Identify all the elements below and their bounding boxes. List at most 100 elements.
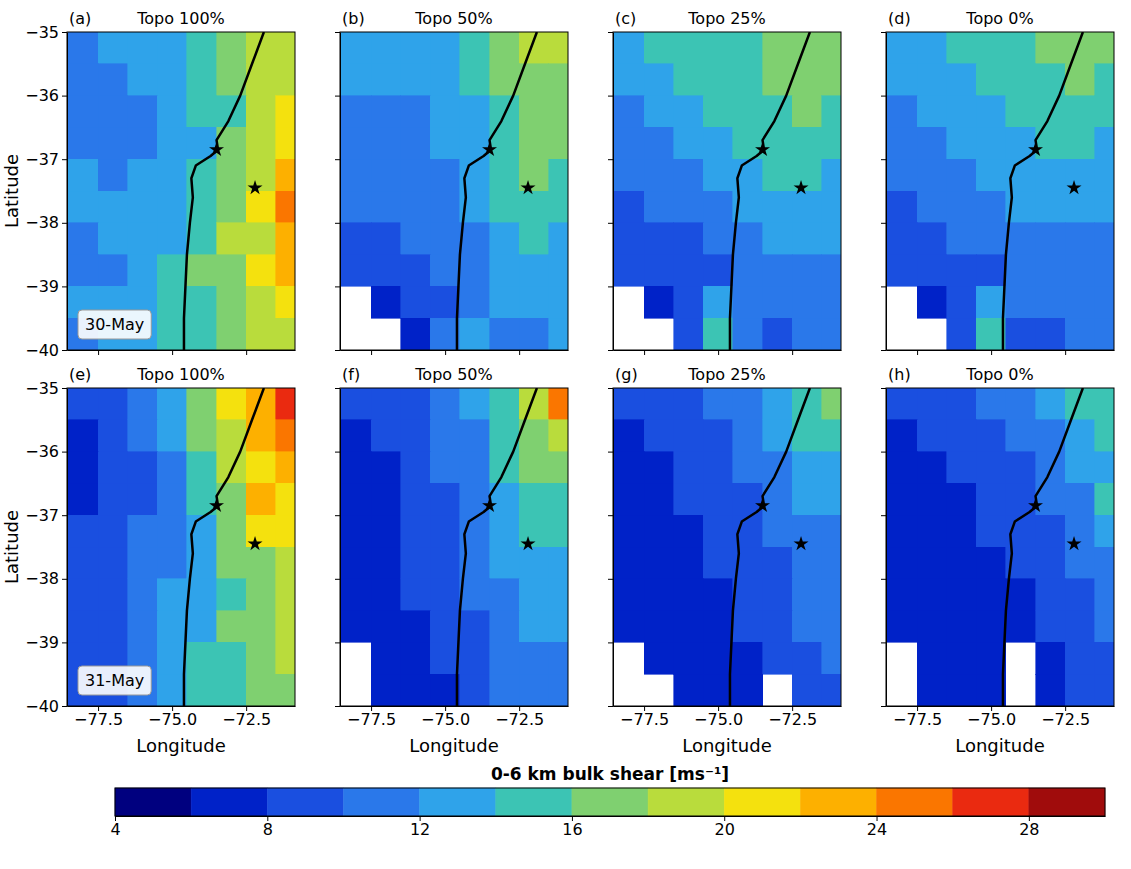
- axis-domain: [613, 389, 614, 707]
- cell: [98, 127, 128, 159]
- y-tick-label: −35: [25, 23, 59, 42]
- y-tick: [335, 642, 340, 643]
- cell: [490, 547, 520, 579]
- cell: [917, 642, 947, 674]
- cell: [490, 318, 520, 350]
- colorbar-bin: [420, 788, 496, 816]
- cell: [614, 191, 644, 223]
- cell: [371, 64, 401, 96]
- x-axis: −77.5−75.0−72.5: [887, 706, 1115, 729]
- y-tick: [608, 32, 613, 33]
- cell: [822, 64, 841, 96]
- plot-area: [614, 388, 841, 706]
- cell: [246, 674, 276, 706]
- cell: [674, 64, 704, 96]
- cell: [1036, 255, 1066, 287]
- y-tick-mark: [608, 515, 613, 516]
- y-tick: [335, 452, 340, 453]
- cell: [674, 127, 704, 159]
- axis-domain: [886, 389, 887, 707]
- cell: [246, 642, 276, 674]
- cell: [792, 286, 822, 318]
- cell: [917, 191, 947, 223]
- cell: [401, 159, 431, 191]
- cell: [460, 420, 490, 452]
- cell: [98, 420, 128, 452]
- cell: [614, 452, 644, 484]
- x-tick-mark: [98, 350, 99, 355]
- y-tick: [608, 350, 613, 351]
- cell: [976, 255, 1006, 287]
- panel: (c)Topo 25%: [608, 9, 851, 355]
- cell: [68, 255, 98, 287]
- cell: [128, 127, 158, 159]
- cell: [430, 223, 460, 255]
- cell: [217, 452, 247, 484]
- cell: [401, 286, 431, 318]
- cell: [401, 32, 431, 64]
- cell: [549, 64, 568, 96]
- cell: [763, 32, 793, 64]
- cell: [187, 96, 217, 128]
- x-tick: −72.5: [768, 706, 817, 729]
- x-tick: −72.5: [222, 706, 271, 729]
- cell: [644, 483, 674, 515]
- cell: [674, 318, 704, 350]
- date-box: 30-May: [78, 310, 151, 339]
- y-tick: [881, 350, 886, 351]
- y-tick-mark: [62, 223, 67, 224]
- cell: [157, 388, 187, 420]
- cell: [460, 286, 490, 318]
- y-axis-title: Latitude: [1, 154, 22, 228]
- cell: [490, 223, 520, 255]
- cell: [976, 286, 1006, 318]
- cell: [1095, 64, 1114, 96]
- site-marker: [521, 536, 536, 550]
- cell: [490, 255, 520, 287]
- cell: [276, 127, 295, 159]
- cell: [246, 191, 276, 223]
- x-tick: [718, 350, 719, 355]
- cell: [976, 579, 1006, 611]
- cell: [187, 579, 217, 611]
- cell: [157, 64, 187, 96]
- colorbar-tick-label: 12: [410, 820, 430, 839]
- x-tick: −75.0: [421, 706, 470, 729]
- cell: [430, 483, 460, 515]
- y-tick: [881, 452, 886, 453]
- cell: [976, 420, 1006, 452]
- cell: [947, 159, 977, 191]
- cell: [887, 515, 917, 547]
- cell: [1095, 420, 1114, 452]
- panel-letter: (g): [615, 365, 638, 384]
- cell: [792, 96, 822, 128]
- cell: [246, 579, 276, 611]
- y-tick: [608, 579, 613, 580]
- cell: [217, 674, 247, 706]
- y-tick-mark: [608, 32, 613, 33]
- cell: [1095, 515, 1114, 547]
- cell: [947, 388, 977, 420]
- cell: [1006, 579, 1036, 611]
- cell: [763, 318, 793, 350]
- y-tick: −35: [25, 23, 67, 42]
- colorbar-tick: 12: [410, 816, 430, 839]
- cell: [1095, 32, 1114, 64]
- cell: [246, 223, 276, 255]
- cell: [187, 64, 217, 96]
- cell: [217, 318, 247, 350]
- cell: [947, 420, 977, 452]
- cell: [549, 547, 568, 579]
- plot-frame: [886, 388, 1114, 706]
- x-tick-label: −77.5: [74, 710, 123, 729]
- cell: [917, 611, 947, 643]
- cell: [947, 191, 977, 223]
- y-tick: [608, 706, 613, 707]
- x-tick-mark: [718, 350, 719, 355]
- cell: [68, 547, 98, 579]
- plot-area: [887, 32, 1114, 350]
- cell: [401, 96, 431, 128]
- cell: [917, 388, 947, 420]
- x-axis: [614, 350, 842, 355]
- y-tick-mark: [881, 642, 886, 643]
